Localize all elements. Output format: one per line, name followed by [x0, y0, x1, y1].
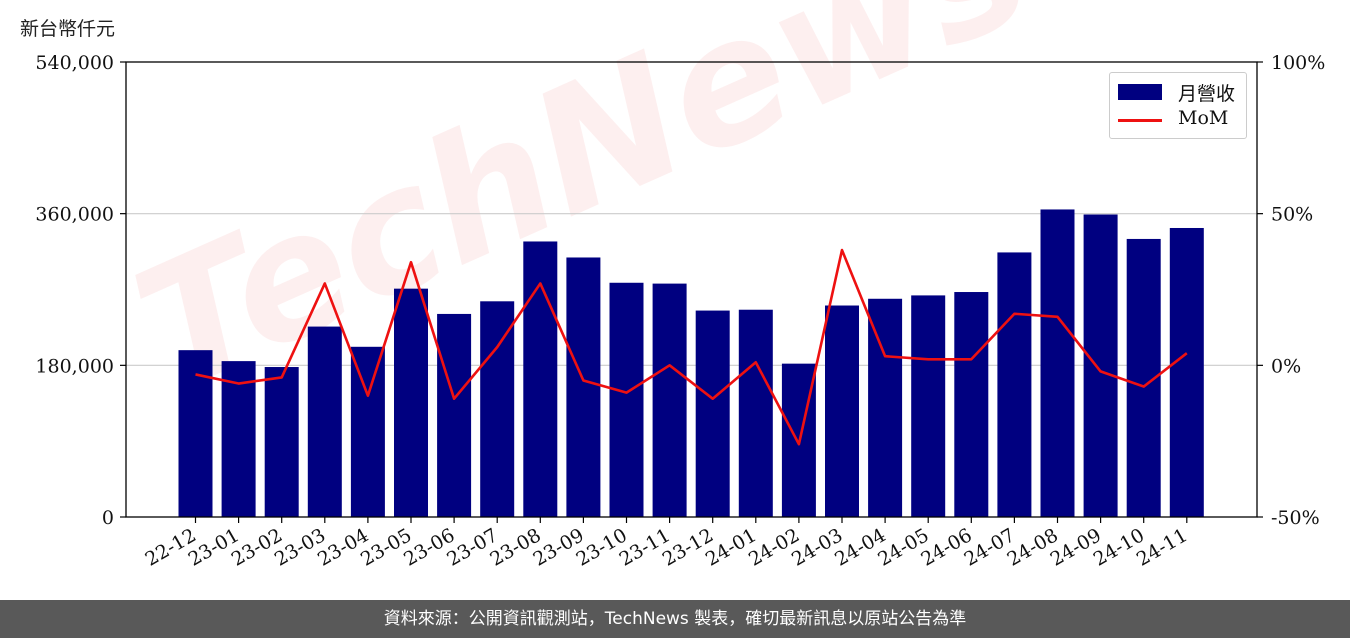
- right-axis-tick-label: 50%: [1271, 204, 1313, 226]
- legend-item-mom: MoM: [1118, 107, 1246, 131]
- chart-legend: 月營收 MoM: [1109, 72, 1247, 139]
- left-axis-tick-label: 360,000: [35, 204, 114, 226]
- bar: [437, 313, 472, 517]
- right-axis-tick-label: 100%: [1271, 52, 1325, 74]
- footer-source-note: 資料來源：公開資訊觀測站，TechNews 製表，確切最新訊息以原站公告為準: [0, 600, 1350, 638]
- bar: [997, 252, 1032, 518]
- bar: [738, 309, 773, 517]
- revenue-chart: 0180,000360,000540,000-50%0%50%100%22-12…: [35, 52, 1325, 571]
- bar: [480, 301, 515, 517]
- x-axis-tick-label: 24-11: [1133, 524, 1191, 570]
- bar: [652, 283, 687, 517]
- bar: [1040, 209, 1075, 517]
- bar: [394, 288, 428, 517]
- bar: [307, 326, 342, 517]
- plot-frame: [125, 61, 1258, 518]
- legend-label-revenue: 月營收: [1178, 83, 1236, 105]
- bar: [221, 361, 256, 517]
- left-axis-tick-label: 0: [102, 507, 114, 529]
- bar: [1083, 214, 1118, 517]
- bar: [695, 310, 730, 517]
- legend-swatch-bar: [1118, 84, 1162, 100]
- right-axis-tick-label: -50%: [1271, 507, 1320, 529]
- bar: [350, 346, 385, 517]
- legend-swatch-line: [1118, 119, 1162, 122]
- legend-label-mom: MoM: [1178, 107, 1229, 129]
- left-axis-tick-label: 540,000: [35, 52, 114, 74]
- bar: [566, 257, 601, 517]
- y-axis-unit-label: 新台幣仟元: [20, 18, 116, 40]
- bar: [911, 295, 946, 517]
- mom-line: [195, 248, 1188, 446]
- right-axis-tick-label: 0%: [1271, 355, 1301, 377]
- bar: [825, 305, 859, 517]
- bar: [1169, 227, 1204, 518]
- bar: [954, 292, 989, 517]
- bar: [868, 298, 903, 517]
- bar: [609, 282, 644, 517]
- left-axis-tick-label: 180,000: [35, 355, 114, 377]
- bar: [264, 367, 299, 517]
- bar: [523, 241, 558, 517]
- legend-item-revenue: 月營收: [1118, 79, 1246, 105]
